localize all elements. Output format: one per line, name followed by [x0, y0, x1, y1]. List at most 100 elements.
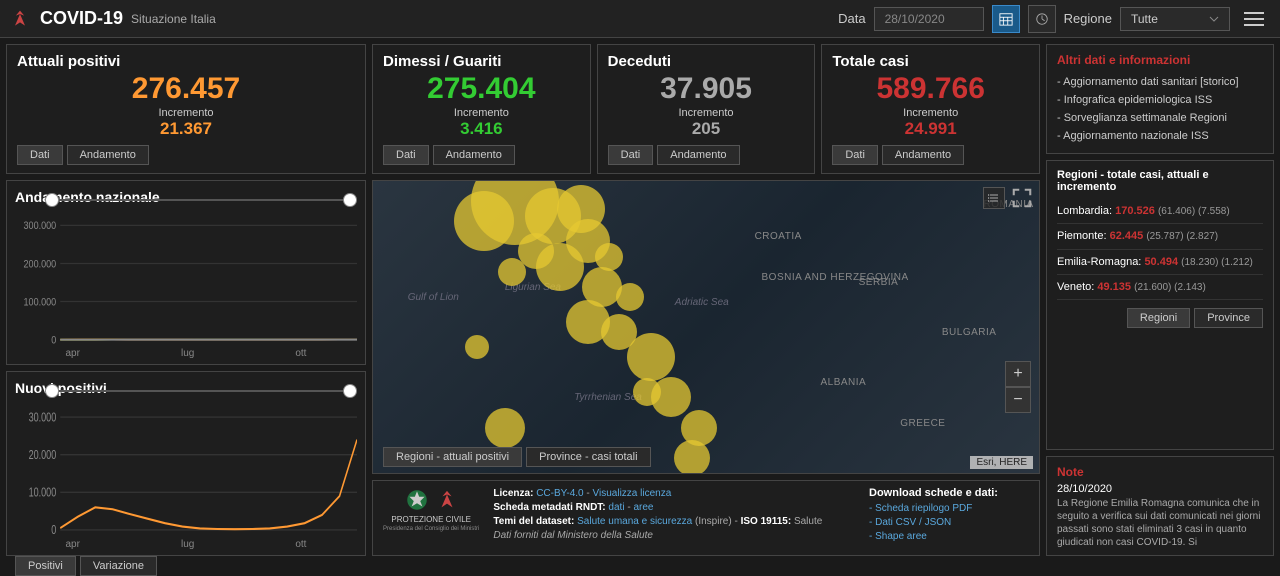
note-date: 28/10/2020 — [1057, 483, 1263, 495]
stat-incr-label: Incremento — [17, 107, 355, 119]
stat-incr: 24.991 — [832, 119, 1029, 139]
expand-icon[interactable] — [1011, 187, 1033, 209]
tab-positivi[interactable]: Positivi — [15, 556, 76, 576]
sea-label: Tyrrhenian Sea — [574, 392, 642, 403]
region-row[interactable]: Lombardia: 170.526 (61.406) (7.558) — [1057, 199, 1263, 224]
stat-value: 275.404 — [383, 72, 580, 105]
region-row[interactable]: Veneto: 49.135 (21.600) (2.143) — [1057, 275, 1263, 300]
legend-button[interactable] — [983, 187, 1005, 209]
time-slider-2[interactable] — [47, 390, 355, 392]
stat-title: Totale casi — [832, 53, 1029, 70]
stat-title: Attuali positivi — [17, 53, 355, 70]
info-link[interactable]: - Aggiornamento dati sanitari [storico] — [1057, 73, 1263, 91]
country-label: CROATIA — [755, 231, 802, 242]
region-label: Regione — [1064, 11, 1112, 26]
svg-text:20.000: 20.000 — [29, 449, 57, 463]
tab-regioni[interactable]: Regioni — [1127, 308, 1190, 328]
slider-handle-start[interactable] — [45, 193, 59, 207]
note-title: Note — [1057, 465, 1263, 479]
country-label: ALBANIA — [820, 377, 866, 388]
tab-dati[interactable]: Dati — [832, 145, 878, 165]
sea-label: Adriatic Sea — [675, 297, 729, 308]
tab-variazione[interactable]: Variazione — [80, 556, 157, 576]
map[interactable]: ROMANIACROATIABOSNIA AND HERZEGOVINASERB… — [373, 181, 1039, 473]
map-bubble[interactable] — [454, 191, 514, 251]
slider-handle-end-2[interactable] — [343, 384, 357, 398]
date-input[interactable]: 28/10/2020 — [874, 7, 984, 31]
country-label: BULGARIA — [942, 327, 997, 338]
tab-andamento[interactable]: Andamento — [882, 145, 964, 165]
stat-incr: 3.416 — [383, 119, 580, 139]
slider-handle-start-2[interactable] — [45, 384, 59, 398]
region-select[interactable]: Tutte — [1120, 7, 1230, 31]
stat-incr: 205 — [608, 119, 805, 139]
protezione-label: PROTEZIONE CIVILE — [391, 515, 471, 524]
app-title: COVID-19 — [40, 8, 123, 29]
map-bubble[interactable] — [616, 283, 644, 311]
slider-handle-end[interactable] — [343, 193, 357, 207]
map-attribution: Esri, HERE — [970, 456, 1033, 469]
regions-title: Regioni - totale casi, attuali e increme… — [1057, 169, 1263, 193]
svg-text:0: 0 — [51, 335, 56, 346]
svg-text:300.000: 300.000 — [24, 220, 57, 232]
map-bubble[interactable] — [498, 258, 526, 286]
stat-title: Deceduti — [608, 53, 805, 70]
map-bubble[interactable] — [595, 243, 623, 271]
tab-province[interactable]: Province — [1194, 308, 1263, 328]
stat-incr-label: Incremento — [608, 107, 805, 119]
italy-emblem-icon — [404, 487, 430, 513]
download-link[interactable]: - Scheda riepilogo PDF — [869, 502, 1029, 516]
info-link[interactable]: - Infografica epidemiologica ISS — [1057, 91, 1263, 109]
date-label: Data — [838, 11, 865, 26]
tab-map-regions[interactable]: Regioni - attuali positivi — [383, 447, 522, 467]
zoom-in-button[interactable]: + — [1005, 361, 1031, 387]
presidenza-label: Presidenza del Consiglio dei Ministri — [383, 526, 479, 532]
info-title: Altri dati e informazioni — [1057, 53, 1263, 67]
tab-map-provinces[interactable]: Province - casi totali — [526, 447, 650, 467]
map-bubble[interactable] — [485, 408, 525, 448]
new-positives-chart: 30.000 20.000 10.000 0 — [15, 410, 357, 537]
map-bubble[interactable] — [627, 333, 675, 381]
svg-text:0: 0 — [51, 524, 56, 537]
calendar-icon-btn[interactable] — [992, 5, 1020, 33]
list-icon — [988, 192, 1000, 204]
tab-andamento[interactable]: Andamento — [657, 145, 739, 165]
protezione-civile-icon — [436, 487, 458, 513]
map-bubble[interactable] — [465, 335, 489, 359]
clock-icon-btn[interactable] — [1028, 5, 1056, 33]
tab-andamento[interactable]: Andamento — [433, 145, 515, 165]
map-bubble[interactable] — [674, 440, 710, 474]
download-link[interactable]: - Shape aree — [869, 530, 1029, 544]
svg-text:200.000: 200.000 — [24, 258, 57, 270]
tab-andamento[interactable]: Andamento — [67, 145, 149, 165]
download-link[interactable]: - Dati CSV / JSON — [869, 516, 1029, 530]
menu-button[interactable] — [1238, 3, 1270, 35]
new-positives-chart-title: Nuovi positivi — [15, 380, 357, 396]
zoom-out-button[interactable]: − — [1005, 387, 1031, 413]
region-row[interactable]: Emilia-Romagna: 50.494 (18.230) (1.212) — [1057, 250, 1263, 275]
info-link[interactable]: - Aggiornamento nazionale ISS — [1057, 127, 1263, 145]
svg-text:10.000: 10.000 — [29, 486, 57, 500]
tab-dati[interactable]: Dati — [608, 145, 654, 165]
clock-icon — [1035, 12, 1049, 26]
stat-incr-label: Incremento — [383, 107, 580, 119]
country-label: GREECE — [900, 418, 945, 429]
info-link[interactable]: - Sorveglianza settimanale Regioni — [1057, 109, 1263, 127]
stat-value: 276.457 — [17, 72, 355, 105]
download-title: Download schede e dati: — [869, 487, 1029, 499]
time-slider[interactable] — [47, 199, 355, 201]
national-chart-title: Andamento nazionale — [15, 189, 357, 205]
stat-value: 37.905 — [608, 72, 805, 105]
app-subtitle: Situazione Italia — [131, 12, 216, 26]
region-row[interactable]: Piemonte: 62.445 (25.787) (2.827) — [1057, 224, 1263, 249]
svg-text:100.000: 100.000 — [24, 296, 57, 308]
chevron-down-icon — [1209, 16, 1219, 22]
calendar-icon — [999, 12, 1013, 26]
national-chart: 300.000 200.000 100.000 0 — [15, 219, 357, 346]
svg-text:30.000: 30.000 — [29, 411, 57, 425]
stat-value: 589.766 — [832, 72, 1029, 105]
app-logo — [10, 9, 30, 29]
tab-dati[interactable]: Dati — [17, 145, 63, 165]
tab-dati[interactable]: Dati — [383, 145, 429, 165]
footer-metadata: Licenza: CC-BY-4.0 - Visualizza licenza … — [493, 487, 855, 549]
